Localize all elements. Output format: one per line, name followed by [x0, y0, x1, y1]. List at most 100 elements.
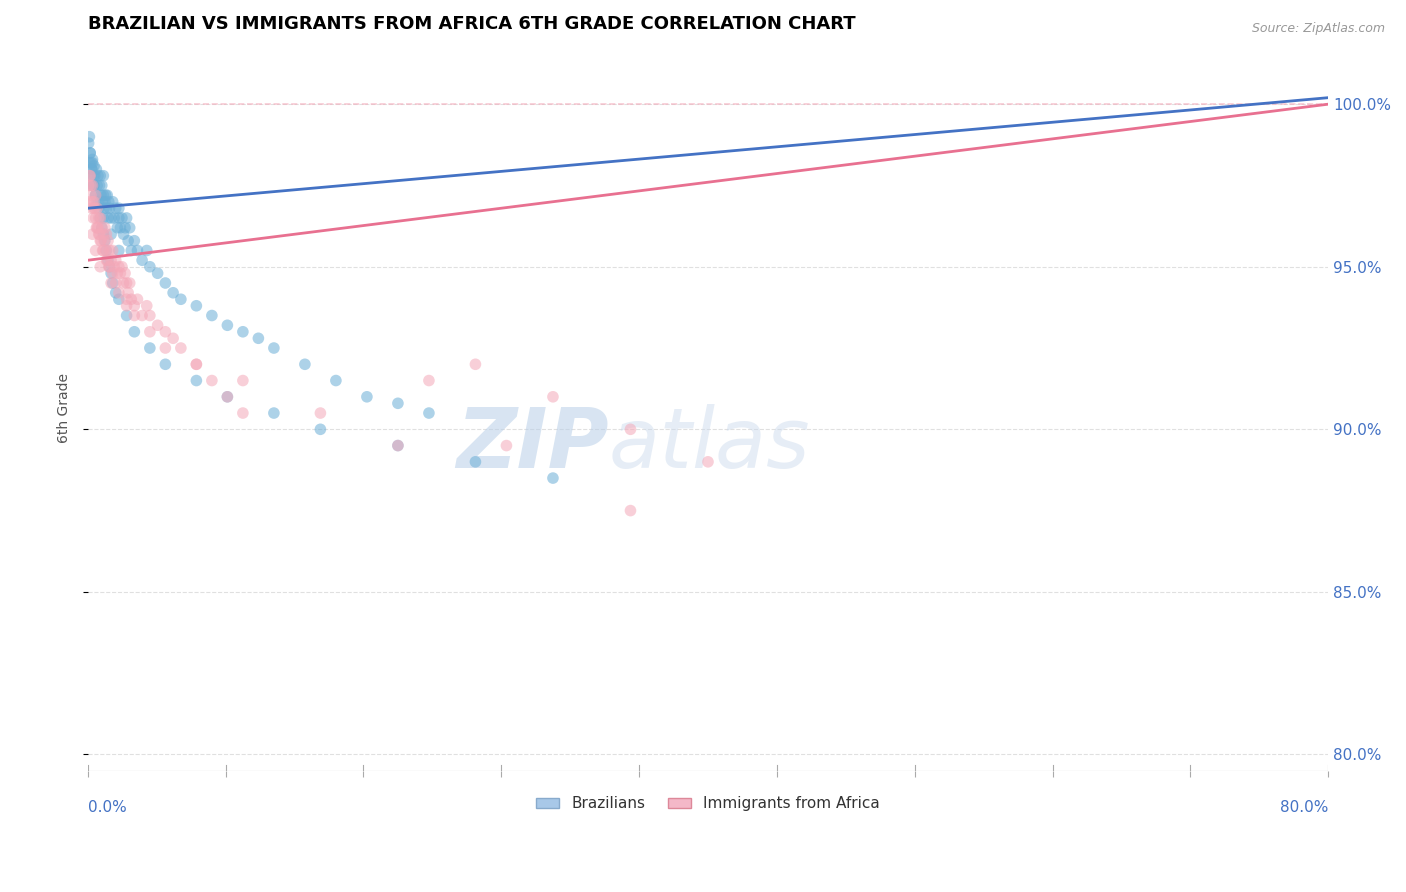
Point: [464, 455, 486, 469]
Point: [139, 260, 162, 274]
Y-axis label: 6th Grade: 6th Grade: [58, 373, 72, 443]
Point: [217, 390, 239, 404]
Point: [82, 169, 104, 183]
Point: [217, 390, 239, 404]
Point: [96, 253, 118, 268]
Point: [79, 145, 101, 160]
Point: [170, 292, 193, 306]
Point: [120, 244, 142, 258]
Point: [155, 357, 177, 371]
Point: [115, 292, 138, 306]
Point: [86, 201, 108, 215]
Point: [86, 194, 108, 209]
Point: [80, 155, 103, 169]
Point: [108, 260, 131, 274]
Point: [131, 309, 153, 323]
Point: [90, 188, 112, 202]
Point: [80, 162, 103, 177]
Point: [89, 260, 111, 274]
Point: [263, 406, 285, 420]
Point: [87, 211, 110, 225]
Point: [98, 201, 121, 215]
Point: [79, 194, 101, 209]
Point: [80, 162, 103, 177]
Text: BRAZILIAN VS IMMIGRANTS FROM AFRICA 6TH GRADE CORRELATION CHART: BRAZILIAN VS IMMIGRANTS FROM AFRICA 6TH …: [87, 15, 855, 33]
Point: [115, 276, 138, 290]
Point: [83, 178, 105, 193]
Point: [131, 253, 153, 268]
Legend: Brazilians, Immigrants from Africa: Brazilians, Immigrants from Africa: [530, 790, 886, 817]
Point: [186, 357, 208, 371]
Point: [418, 374, 440, 388]
Point: [232, 325, 254, 339]
Point: [82, 155, 104, 169]
Point: [104, 253, 127, 268]
Text: ZIP: ZIP: [456, 404, 609, 485]
Point: [186, 357, 208, 371]
Point: [87, 194, 110, 209]
Point: [77, 178, 100, 193]
Point: [104, 276, 127, 290]
Point: [495, 439, 517, 453]
Point: [108, 285, 131, 300]
Point: [108, 292, 131, 306]
Point: [97, 211, 120, 225]
Point: [94, 194, 117, 209]
Point: [90, 220, 112, 235]
Point: [139, 341, 162, 355]
Point: [87, 169, 110, 183]
Point: [100, 266, 122, 280]
Point: [94, 244, 117, 258]
Point: [112, 276, 135, 290]
Point: [94, 234, 117, 248]
Point: [83, 201, 105, 215]
Point: [162, 331, 184, 345]
Point: [294, 357, 316, 371]
Point: [79, 129, 101, 144]
Point: [96, 253, 118, 268]
Point: [201, 309, 224, 323]
Point: [115, 211, 138, 225]
Point: [91, 244, 114, 258]
Text: 0.0%: 0.0%: [87, 800, 127, 814]
Point: [93, 169, 115, 183]
Point: [100, 253, 122, 268]
Point: [117, 234, 139, 248]
Point: [112, 227, 135, 242]
Point: [105, 266, 128, 280]
Point: [135, 299, 157, 313]
Point: [103, 260, 125, 274]
Point: [139, 309, 162, 323]
Point: [89, 227, 111, 242]
Point: [387, 396, 409, 410]
Point: [146, 266, 169, 280]
Point: [79, 145, 101, 160]
Point: [108, 211, 131, 225]
Point: [170, 341, 193, 355]
Point: [79, 169, 101, 183]
Point: [96, 244, 118, 258]
Point: [82, 153, 104, 167]
Point: [80, 178, 103, 193]
Point: [619, 422, 641, 436]
Point: [93, 244, 115, 258]
Point: [619, 503, 641, 517]
Point: [97, 194, 120, 209]
Point: [82, 178, 104, 193]
Point: [103, 211, 125, 225]
Point: [110, 220, 132, 235]
Point: [146, 318, 169, 333]
Point: [83, 194, 105, 209]
Point: [98, 260, 121, 274]
Point: [86, 220, 108, 235]
Point: [232, 374, 254, 388]
Point: [83, 169, 105, 183]
Point: [79, 155, 101, 169]
Point: [77, 136, 100, 151]
Point: [89, 169, 111, 183]
Point: [97, 260, 120, 274]
Point: [697, 455, 720, 469]
Point: [541, 390, 564, 404]
Text: 80.0%: 80.0%: [1279, 800, 1329, 814]
Point: [98, 244, 121, 258]
